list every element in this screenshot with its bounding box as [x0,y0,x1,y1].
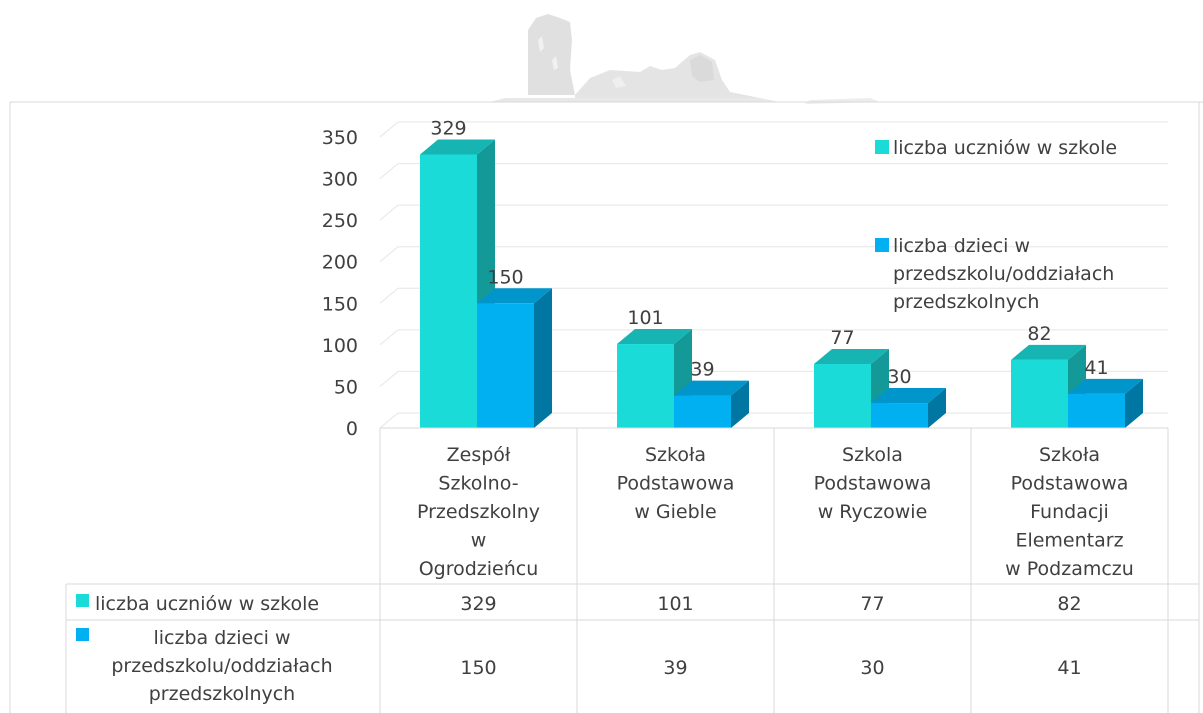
legend-label: liczba dzieci w [893,235,1030,257]
y-tick-label: 250 [322,210,358,232]
x-category-label: Ogrodzieńcu [419,558,539,580]
bar-3-1 [1068,378,1143,428]
legend: liczba uczniów w szkole liczba dzieci w pr… [875,137,1117,313]
bar-top [477,288,552,304]
bar-top [617,329,692,345]
table-legend-key [76,628,89,641]
x-category-label: Przedszkolny [417,501,540,523]
bar-side [534,288,552,428]
bar-1-1 [674,380,749,428]
bar-top [871,388,946,404]
chart-frame [9,101,1203,713]
castle-ruin-watermark [490,14,880,104]
bar-front [871,403,928,428]
data-label: 150 [487,266,523,288]
bar-top [1068,378,1143,394]
x-category-label: Szkoła [1039,444,1100,466]
bar-front [1011,359,1068,428]
bar-top [420,139,495,155]
x-axis: Zespół Szkolno- Przedszkolny w Ogrodzieńcu Sz… [380,427,1168,580]
table-cell: 329 [460,593,496,615]
gridline-diag [379,329,399,346]
data-label: 101 [627,307,663,329]
bars [420,139,1143,428]
data-label: 329 [430,117,466,139]
x-category-label: w Podzamczu [1005,558,1134,580]
x-category-label: Fundacji [1030,501,1109,523]
table-cell: 30 [860,657,884,679]
legend-label: przedszkolnych [893,291,1039,313]
bar-side [731,380,749,428]
y-tick-label: 350 [322,127,358,149]
y-tick-label: 0 [346,418,358,440]
bar-front [477,303,534,428]
bar-front [617,344,674,428]
y-tick-label: 300 [322,169,358,191]
table-cell: 77 [860,593,884,615]
bar-1-0 [617,329,692,428]
gridline-diag [379,204,399,221]
table-cell: 39 [663,657,687,679]
gridline-diag [379,371,399,387]
bar-front [420,154,477,428]
x-category-label: Szkolno- [438,473,518,495]
y-tick-label: 100 [322,335,358,357]
table-row-label: przedszkolnych [149,683,295,705]
bar-top [1011,344,1086,360]
x-category-label: w [471,530,487,552]
x-category-label: Podstawowa [814,473,932,495]
x-category-label: Szkoła [645,444,706,466]
y-tick-label: 150 [322,293,358,315]
table-row-label: liczba uczniów w szkole [95,593,319,615]
x-category-label: Podstawowa [1011,473,1129,495]
data-label: 77 [830,327,854,349]
data-label: 39 [690,359,714,381]
gridline-diag [379,287,399,304]
x-category-label: w Gieble [634,501,716,523]
bar-front [674,395,731,428]
bar-top [674,380,749,396]
bar-front [1068,393,1125,428]
table-legend-key [76,594,89,607]
table-row-label: przedszkolu/oddziałach [111,655,332,677]
bar-side [1125,378,1143,428]
x-category-label: Szkola [842,444,903,466]
bar-side [928,388,946,428]
y-axis: 350 300 250 200 150 100 50 0 [322,127,358,440]
data-label: 82 [1027,323,1051,345]
table-cell: 41 [1057,657,1081,679]
data-labels: 329 150 101 39 77 30 82 41 [430,117,1108,388]
y-tick-label: 200 [322,252,358,274]
data-label: 30 [887,366,911,388]
gridline-diag [379,121,399,138]
x-category-label: Zespół [447,444,511,466]
data-label: 41 [1084,357,1108,379]
gridline-diag [379,246,399,263]
x-category-label: w Ryczowie [818,501,928,523]
x-category-label: Podstawowa [617,473,735,495]
gridline-diag [379,412,399,429]
bar-0-1 [477,288,552,428]
table-cell: 101 [657,593,693,615]
table-row-label: liczba dzieci w [153,627,290,649]
data-table: liczba uczniów w szkole liczba dzieci w pr… [65,428,1199,713]
bar-2-1 [871,388,946,428]
bar-front [814,363,871,428]
y-tick-label: 50 [334,376,358,398]
legend-label: przedszkolu/oddziałach [893,263,1114,285]
gridline-diag [379,163,399,179]
table-cell: 150 [460,657,496,679]
legend-key [875,238,889,252]
legend-key [875,140,889,154]
x-category-label: Elementarz [1015,530,1123,552]
table-cell: 82 [1057,593,1081,615]
bar-top [814,348,889,364]
legend-label: liczba uczniów w szkole [893,137,1117,159]
